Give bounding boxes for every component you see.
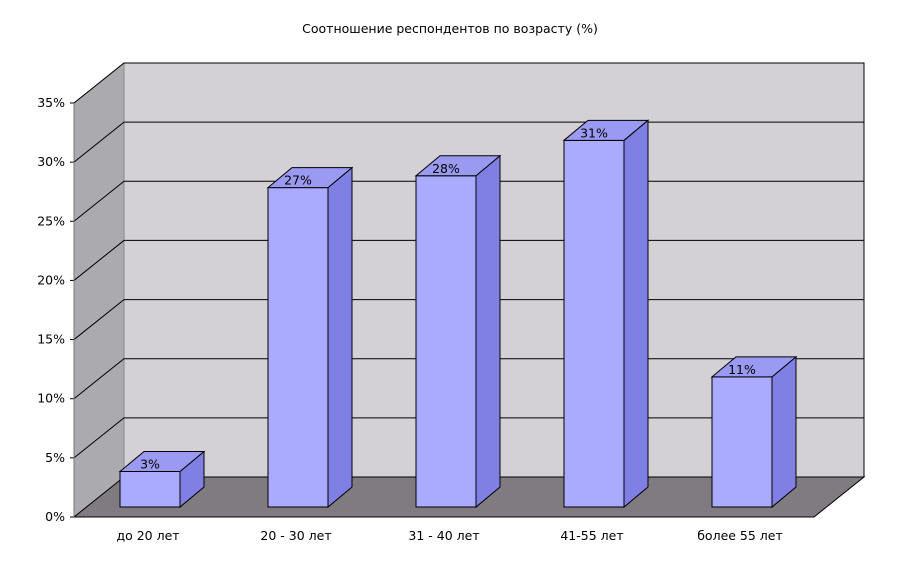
y-tick-label: 10%	[37, 391, 65, 406]
bar-front	[267, 187, 329, 508]
x-tick-label: до 20 лет	[116, 528, 179, 543]
y-tick-label: 20%	[37, 272, 65, 287]
x-tick-label: более 55 лет	[697, 528, 783, 543]
bar-top	[710, 356, 798, 378]
bar	[562, 119, 650, 509]
y-tick-label: 35%	[37, 95, 65, 110]
bar	[266, 166, 354, 509]
bar-series: 3% 27% 28% 31% 11%	[118, 119, 798, 509]
bar-side	[475, 154, 501, 509]
x-tick-label: 20 - 30 лет	[260, 528, 331, 543]
data-label: 11%	[728, 362, 756, 377]
bar	[710, 355, 798, 509]
x-tick-label: 31 - 40 лет	[408, 528, 479, 543]
x-tick-label: 41-55 лет	[560, 528, 623, 543]
data-label: 31%	[580, 125, 608, 140]
chart-title: Соотношение респондентов по возрасту (%)	[302, 21, 598, 36]
bar-top	[562, 119, 650, 141]
bar-side	[623, 119, 649, 509]
bar-front	[563, 139, 625, 508]
bar	[414, 154, 502, 509]
y-tick-label: 0%	[45, 509, 65, 524]
y-tick-label: 5%	[45, 450, 65, 465]
y-axis: 0% 5% 10% 15% 20% 25% 30% 35%	[37, 95, 75, 524]
data-label: 3%	[140, 457, 160, 472]
bar-side	[771, 355, 797, 509]
y-tick-label: 15%	[37, 332, 65, 347]
side-wall	[73, 61, 125, 519]
bar-front	[119, 471, 181, 508]
bar-top	[266, 167, 354, 189]
bar-front	[415, 175, 477, 508]
gridline	[73, 62, 864, 104]
bar	[118, 450, 206, 509]
bar-side	[327, 166, 353, 509]
bar-front	[711, 376, 773, 508]
bar-top	[414, 155, 502, 177]
y-tick-label: 30%	[37, 154, 65, 169]
x-axis: до 20 лет 20 - 30 лет 31 - 40 лет 41-55 лет…	[116, 528, 782, 543]
data-label: 27%	[284, 173, 312, 188]
y-tick-label: 25%	[37, 213, 65, 228]
bar-top	[118, 451, 206, 473]
data-label: 28%	[432, 161, 460, 176]
